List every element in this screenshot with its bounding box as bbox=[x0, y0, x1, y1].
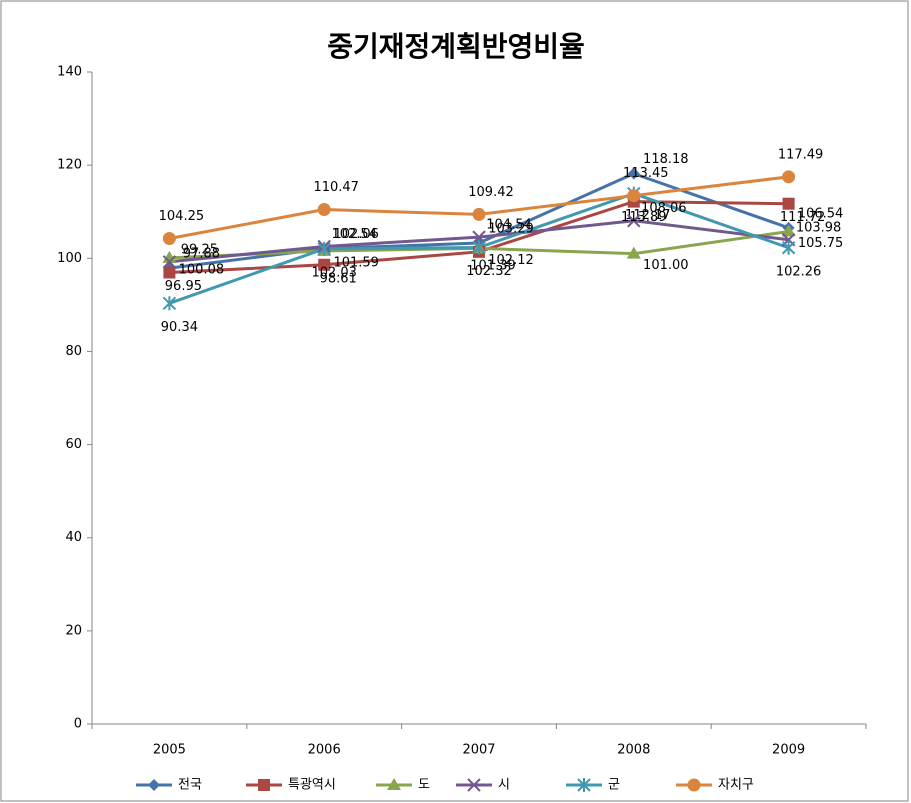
marker bbox=[148, 779, 160, 791]
data-label: 105.75 bbox=[798, 236, 844, 251]
data-label: 96.95 bbox=[165, 279, 202, 294]
marker bbox=[317, 241, 331, 256]
data-label: 104.25 bbox=[159, 209, 205, 224]
x-tick-label: 2006 bbox=[308, 743, 341, 758]
data-label: 109.42 bbox=[468, 185, 514, 200]
data-label: 113.89 bbox=[621, 210, 667, 225]
y-tick-label: 120 bbox=[57, 158, 82, 173]
marker bbox=[782, 197, 795, 210]
data-label: 113.45 bbox=[623, 166, 669, 181]
marker bbox=[163, 266, 176, 279]
marker bbox=[317, 203, 331, 217]
chart-title: 중기재정계획반영비율 bbox=[327, 30, 585, 63]
data-label: 102.54 bbox=[331, 227, 377, 242]
data-label: 104.54 bbox=[486, 218, 532, 233]
marker bbox=[626, 246, 641, 259]
y-tick-label: 60 bbox=[65, 437, 82, 452]
data-label: 102.12 bbox=[488, 253, 534, 268]
marker bbox=[627, 189, 641, 203]
y-tick-label: 140 bbox=[57, 65, 82, 80]
y-tick-label: 40 bbox=[65, 530, 82, 545]
legend-label: 시 bbox=[498, 778, 510, 793]
marker bbox=[782, 170, 796, 184]
data-label: 99.25 bbox=[181, 242, 218, 257]
marker bbox=[577, 778, 591, 792]
y-tick-label: 80 bbox=[65, 344, 82, 359]
marker bbox=[687, 778, 701, 792]
legend-label: 도 bbox=[418, 778, 430, 793]
marker bbox=[318, 258, 331, 271]
data-label: 111.72 bbox=[780, 210, 826, 225]
y-tick-label: 0 bbox=[74, 717, 82, 732]
marker bbox=[258, 779, 270, 791]
data-label: 101.59 bbox=[333, 255, 379, 270]
marker bbox=[472, 240, 486, 255]
y-tick-label: 100 bbox=[57, 251, 82, 266]
x-tick-label: 2007 bbox=[462, 743, 495, 758]
data-label: 98.61 bbox=[320, 271, 357, 286]
marker bbox=[472, 230, 486, 244]
marker bbox=[781, 224, 796, 237]
data-label: 102.32 bbox=[466, 264, 512, 279]
y-tick-label: 20 bbox=[65, 623, 82, 638]
data-label: 102.06 bbox=[333, 227, 379, 242]
data-label: 106.54 bbox=[798, 206, 844, 221]
data-label: 103.29 bbox=[488, 221, 534, 236]
marker bbox=[387, 778, 401, 790]
data-label: 101.00 bbox=[643, 258, 689, 273]
x-tick-label: 2009 bbox=[772, 743, 805, 758]
marker bbox=[162, 296, 177, 311]
marker bbox=[627, 214, 641, 228]
data-label: 110.47 bbox=[313, 180, 359, 195]
x-tick-label: 2005 bbox=[153, 743, 186, 758]
data-label: 97.88 bbox=[183, 247, 220, 262]
marker bbox=[472, 207, 486, 221]
marker bbox=[627, 167, 640, 180]
marker bbox=[467, 778, 481, 792]
data-label: 103.98 bbox=[796, 220, 842, 235]
data-label: 102.03 bbox=[311, 265, 357, 280]
legend-label: 전국 bbox=[178, 778, 202, 793]
legend-label: 특광역시 bbox=[288, 778, 336, 793]
marker bbox=[162, 250, 177, 263]
marker bbox=[781, 240, 796, 255]
marker bbox=[162, 255, 177, 269]
data-label: 108.06 bbox=[641, 201, 687, 216]
data-label: 102.26 bbox=[776, 264, 822, 279]
marker bbox=[162, 231, 176, 245]
legend-label: 군 bbox=[608, 778, 620, 793]
data-label: 117.49 bbox=[778, 147, 824, 162]
data-label: 100.08 bbox=[179, 262, 225, 277]
legend-label: 자치구 bbox=[718, 778, 754, 793]
data-label: 90.34 bbox=[161, 320, 198, 335]
data-label: 101.39 bbox=[470, 258, 516, 273]
x-tick-label: 2008 bbox=[617, 743, 650, 758]
data-label: 118.18 bbox=[643, 152, 689, 167]
